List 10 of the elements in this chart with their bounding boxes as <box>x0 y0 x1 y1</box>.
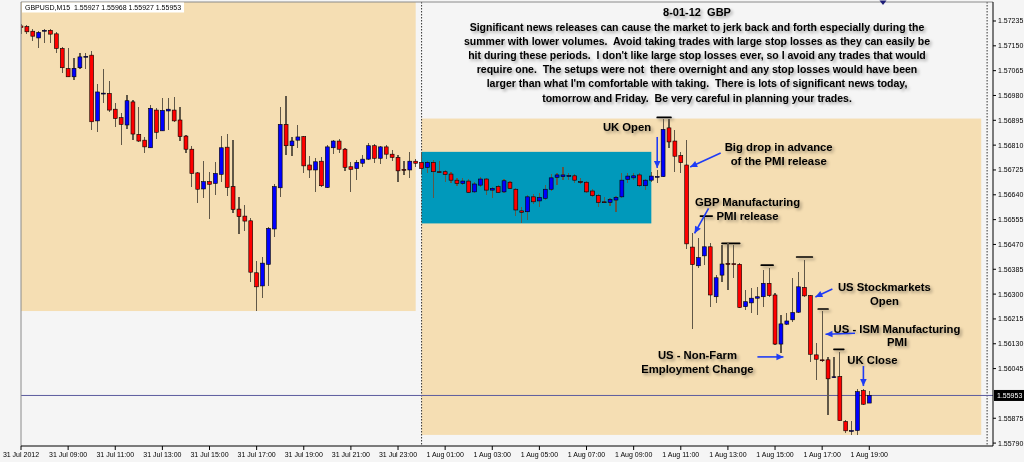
annotation: UK Close <box>847 353 898 366</box>
annotation: US - Non-Farm Employment Change <box>641 348 754 375</box>
annotation: GBP Manufacturing PMI release <box>694 196 801 223</box>
annotation: US - ISM Manufacturing PMI <box>833 322 961 349</box>
candlestick <box>619 172 625 199</box>
annotation: US Stockmarkets Open <box>837 280 931 307</box>
chart-subtitle: 8-01-12 GBP <box>663 6 731 18</box>
annotation: UK Open <box>602 121 652 134</box>
annotation: Big drop in advance of the PMI release <box>724 140 833 167</box>
annotation: Significant news releases can cause the market to jerk back and forth especially during the summer with lower volumes. Avoid taking trades with large stop losses as they can easily be hit during these periods. I don't like large stop losses ever, so I avoid any trades that would require one. The setups were not there overnight and any stop losses would have been larger than what I'm comfortable with taking. There is lots of significant news today, tomorrow and Friday. Be very careful in planning your trades. <box>463 20 931 104</box>
